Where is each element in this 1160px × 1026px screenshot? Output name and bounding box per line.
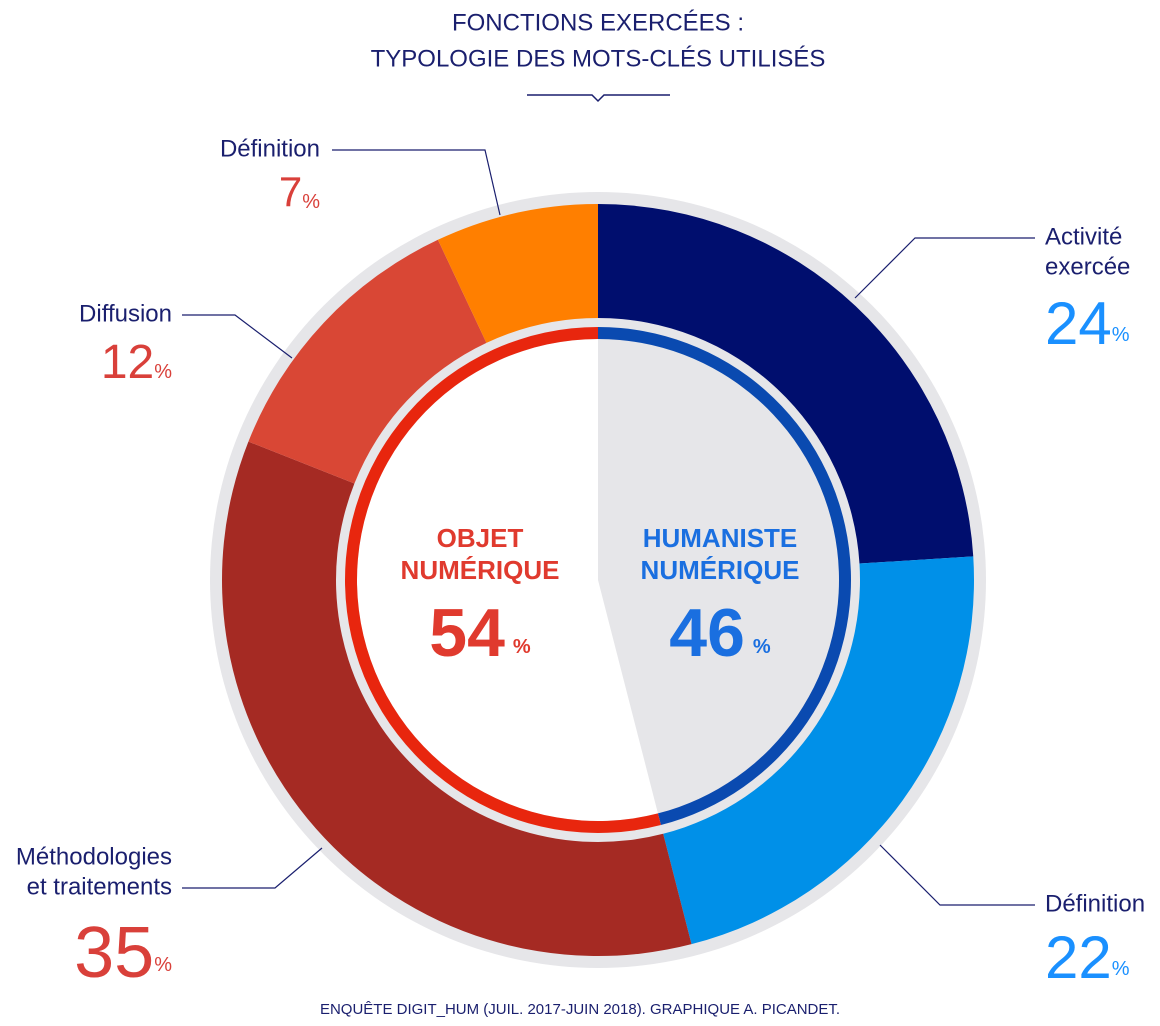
donut-segment	[598, 204, 974, 564]
value-label: 22%	[1045, 924, 1130, 991]
value-unit: %	[154, 361, 172, 383]
group-label: HUMANISTE	[643, 523, 798, 553]
category-label: et traitements	[27, 873, 172, 900]
leader-line	[854, 237, 1035, 299]
value-label: 12%	[101, 336, 172, 389]
chart-title: FONCTIONS EXERCÉES :	[452, 9, 744, 36]
value-label: 7%	[279, 168, 320, 215]
donut-segment	[663, 556, 974, 945]
group-sector	[356, 339, 658, 821]
group-number: 46	[669, 595, 745, 671]
group-value: 54%	[429, 595, 531, 671]
source: ENQUÊTE DIGIT_HUM (JUIL. 2017-JUIN 2018)…	[320, 1001, 840, 1018]
group-number: 54	[429, 595, 505, 671]
value-label: 24%	[1045, 290, 1130, 357]
value-unit: %	[1112, 958, 1130, 980]
category-label: Diffusion	[79, 300, 172, 327]
category-label: exercée	[1045, 253, 1130, 280]
value-number: 35	[74, 913, 154, 993]
chart-title: TYPOLOGIE DES MOTS-CLÉS UTILISÉS	[371, 45, 826, 72]
value-unit: %	[154, 954, 172, 976]
value-number: 12	[101, 336, 154, 389]
value-unit: %	[1112, 324, 1130, 346]
title-rule	[527, 94, 670, 103]
leader-line	[182, 314, 293, 359]
donut-segment	[221, 441, 692, 957]
leader-line	[879, 844, 1035, 906]
leader-line	[332, 149, 501, 216]
value-unit: %	[302, 191, 320, 213]
group-label: NUMÉRIQUE	[641, 555, 800, 585]
group-unit: %	[513, 636, 531, 658]
group-label: OBJET	[437, 523, 524, 553]
group-sector	[598, 339, 840, 814]
category-label: Méthodologies	[16, 843, 172, 870]
group-unit: %	[753, 636, 771, 658]
group-value: 46%	[669, 595, 771, 671]
donut-segment	[437, 204, 598, 343]
value-number: 24	[1045, 290, 1112, 357]
category-label: Activité	[1045, 223, 1122, 250]
leader-line	[182, 847, 323, 889]
value-label: 35%	[74, 913, 172, 993]
category-label: Définition	[220, 135, 320, 162]
category-label: Définition	[1045, 890, 1145, 917]
value-number: 22	[1045, 924, 1112, 991]
donut-segment	[248, 239, 487, 484]
group-label: NUMÉRIQUE	[401, 555, 560, 585]
value-number: 7	[279, 168, 302, 215]
